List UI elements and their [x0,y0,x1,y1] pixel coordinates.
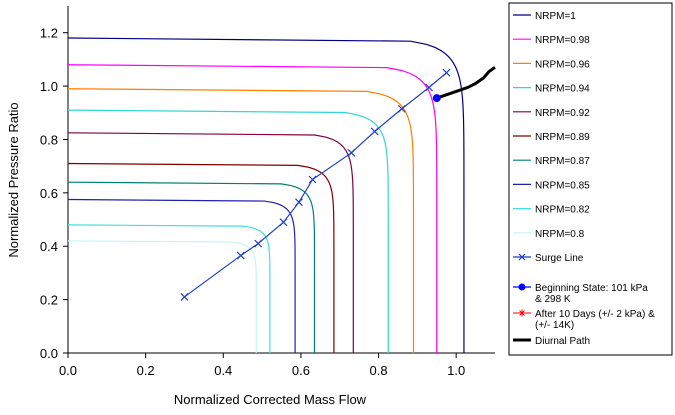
legend-entry-after-10-days: After 10 Days (+/- 2 kPa) &(+/- 14K) [513,309,655,331]
surge-point-marker [180,293,189,301]
legend-entry: NRPM=0.85 [513,180,590,191]
legend-label: (+/- 14K) [535,320,574,331]
speed-line [68,224,271,353]
x-tick-label: 0.0 [59,363,77,378]
legend-entry-beginning-state: Beginning State: 101 kPa& 298 K [513,283,648,305]
surge-point-marker [254,239,263,248]
surge-point-marker [425,83,433,92]
speed-line [68,162,335,353]
surge-line-group [180,68,451,301]
surge-point-marker [279,218,288,227]
surge-point-marker [347,148,356,157]
legend-entry: NRPM=0.96 [513,59,590,70]
y-tick-label: 0.8 [40,132,58,147]
legend-label: & 298 K [535,294,571,305]
plot-area-frame [68,6,495,353]
legend-label: After 10 Days (+/- 2 kPa) & [535,309,655,320]
legend-entry: NRPM=0.82 [513,205,590,216]
legend-label: NRPM=0.87 [535,156,590,167]
legend-entry: NRPM=0.89 [513,132,590,143]
legend-entry: NRPM=0.98 [513,35,590,46]
legend-entry: NRPM=1 [513,11,576,22]
legend-label: Surge Line [535,253,584,264]
speed-line [68,198,296,353]
surge-point-marker [397,104,406,113]
speed-lines-group [68,37,465,353]
speed-line [68,88,415,353]
x-tick-label: 0.8 [370,363,388,378]
legend-entry: NRPM=0.87 [513,156,590,167]
legend-asterisk-marker [519,310,525,316]
legend-entry-surge-line: Surge Line [513,253,584,264]
surge-point-marker [442,68,451,77]
speed-line [68,109,389,353]
surge-point-marker [236,251,245,260]
x-axis-title: Normalized Corrected Mass Flow [174,392,367,407]
legend-entry-diurnal-path: Diurnal Path [513,336,590,347]
speed-line [68,64,438,353]
x-tick-label: 0.4 [214,363,232,378]
legend-label: Beginning State: 101 kPa [535,283,648,294]
surge-point-marker [295,198,303,207]
y-tick-label: 0.2 [40,293,58,308]
beginning-state-group [432,94,441,103]
legend-dot-marker [518,283,526,291]
x-tick-label: 0.2 [137,363,155,378]
y-tick-label: 1.0 [40,79,58,94]
surge-point-marker [308,175,317,184]
legend-label: NRPM=0.98 [535,35,590,46]
legend-label: Diurnal Path [535,336,590,347]
y-tick-label: 0.0 [40,346,58,361]
beginning-state-point [432,94,441,103]
legend-label: NRPM=0.82 [535,205,590,216]
x-tick-label: 0.6 [292,363,310,378]
y-tick-label: 0.6 [40,186,58,201]
legend-label: NRPM=0.96 [535,59,590,70]
y-tick-label: 0.4 [40,239,58,254]
y-tick-label: 1.2 [40,26,58,41]
y-axis-title: Normalized Pressure Ratio [6,102,21,257]
legend-label: NRPM=0.85 [535,180,590,191]
speed-line [68,240,257,353]
legend-label: NRPM=0.94 [535,84,590,95]
diurnal-path-line [436,66,496,100]
legend-entry: NRPM=0.94 [513,84,590,95]
legend-label: NRPM=0.92 [535,108,590,119]
speed-line [68,181,316,353]
legend-box [508,2,673,356]
surge-point-marker [370,127,379,136]
legend-entry: NRPM=0.92 [513,108,590,119]
legend-label: NRPM=0.8 [535,229,585,240]
y-axis-ticks: 0.0 0.2 0.4 0.6 0.8 1.0 1.2 [40,26,68,361]
speed-line [68,132,354,353]
x-axis-ticks: 0.0 0.2 0.4 0.6 0.8 1.0 [59,353,465,378]
legend-entry: NRPM=0.8 [513,229,585,240]
legend-label: NRPM=0.89 [535,132,590,143]
legend-x-marker [518,253,526,261]
x-tick-label: 1.0 [447,363,465,378]
legend: NRPM=1 NRPM=0.98 NRPM=0.96 NRPM=0.94 NRPM=0.… [513,11,655,347]
legend-label: NRPM=1 [535,11,576,22]
diurnal-path-group [436,66,496,100]
